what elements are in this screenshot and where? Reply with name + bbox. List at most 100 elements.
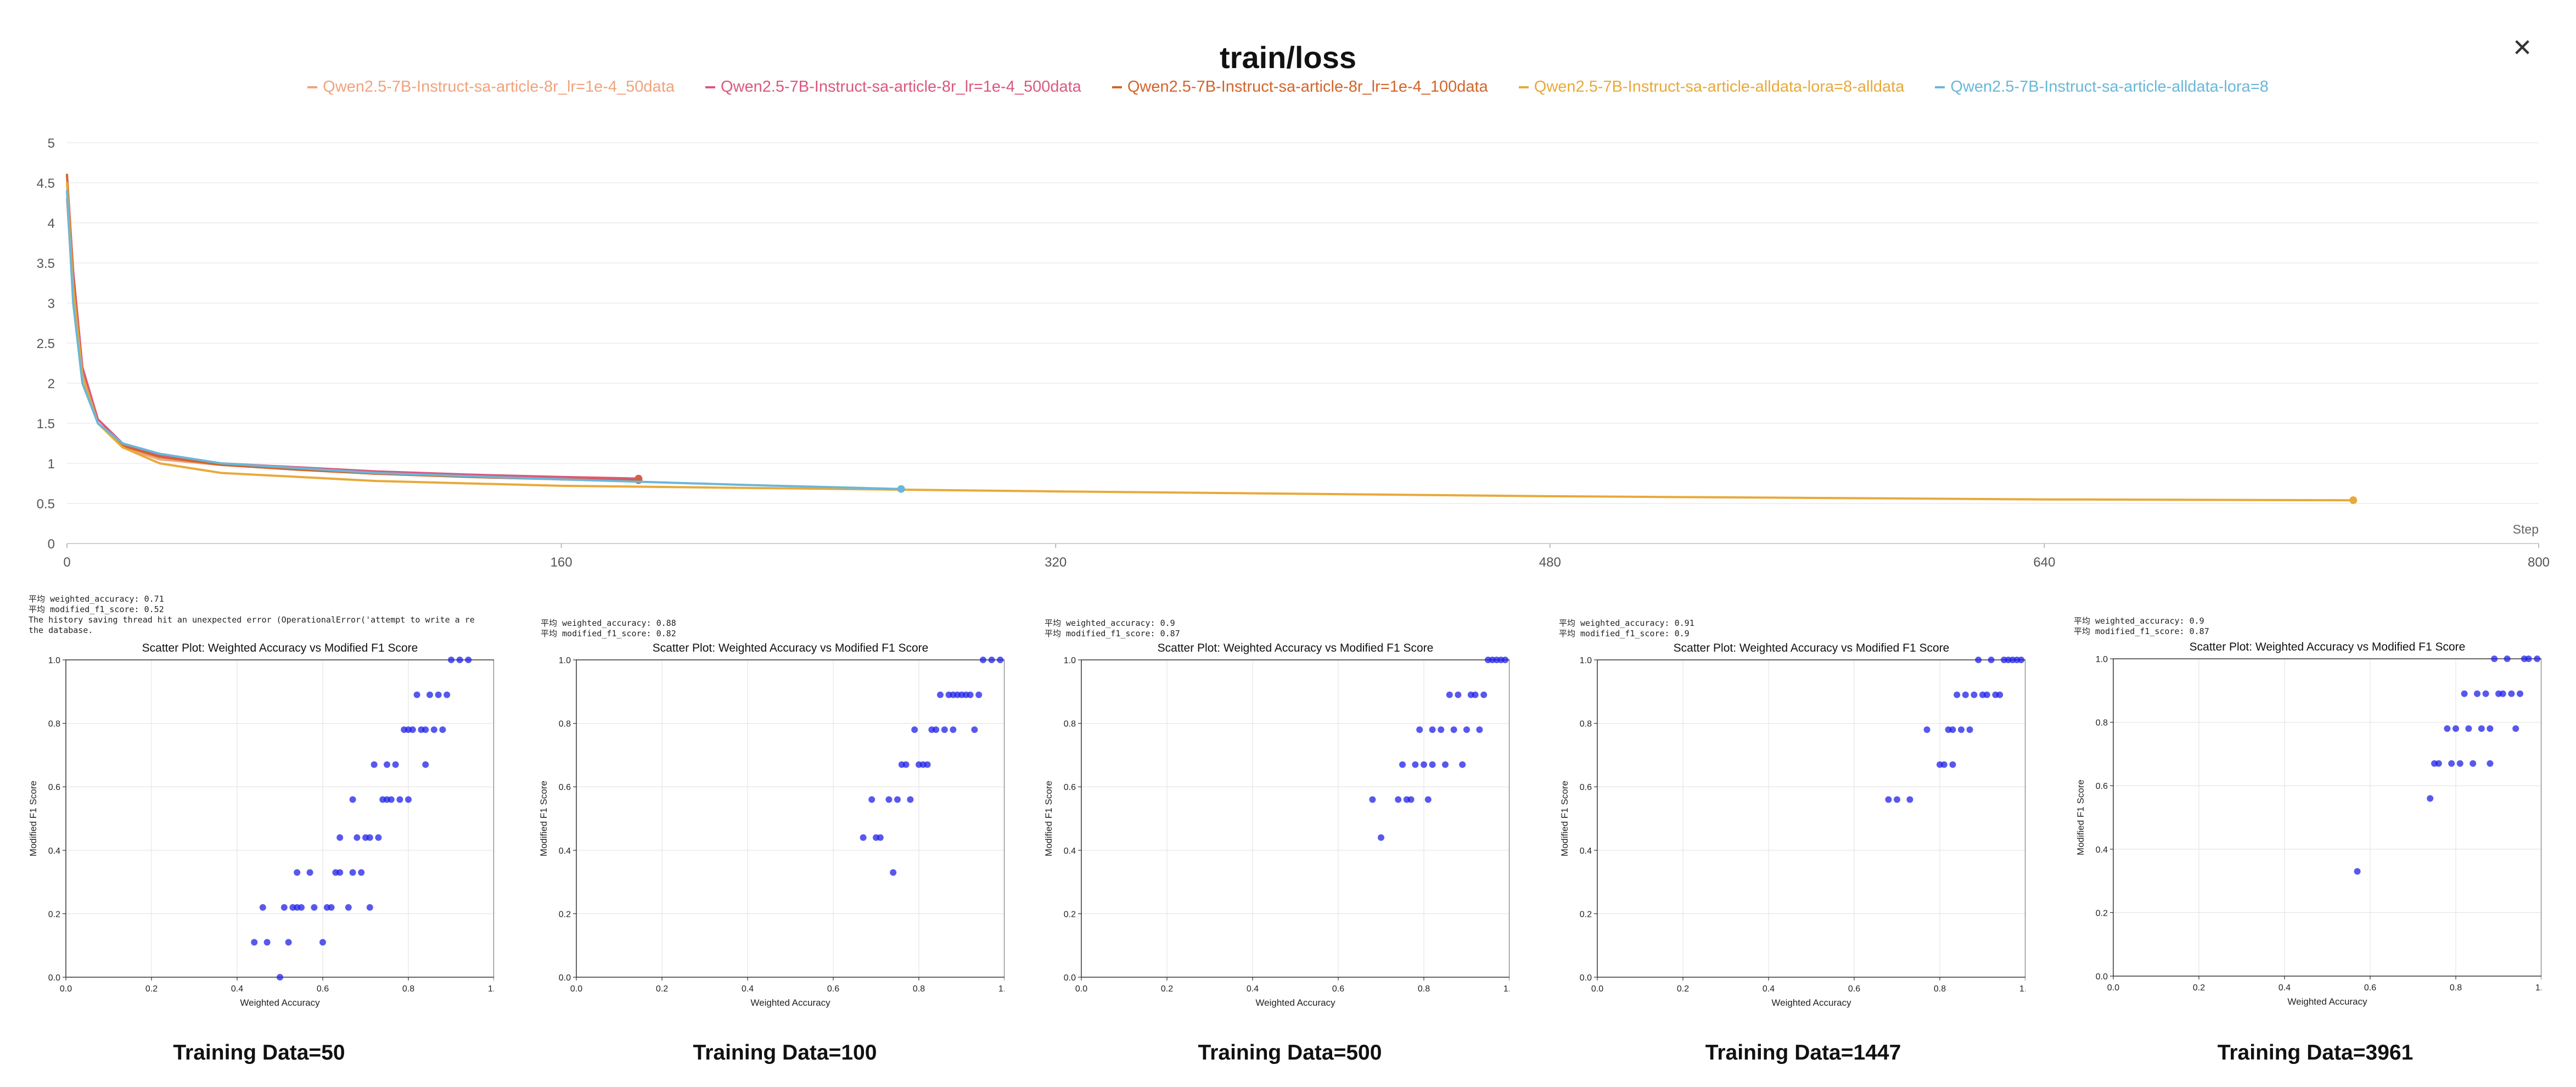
legend-label: Qwen2.5-7B-Instruct-sa-article-alldata-l… [1950,78,2269,96]
series-end-point [2349,496,2358,505]
scatter-point [2534,655,2541,662]
x-tick-label: 1.0 [1503,984,1509,994]
y-tick-label: 2.5 [37,337,55,351]
scatter-point [294,869,301,876]
scatter-point [1949,761,1956,768]
x-tick-label: 0.6 [827,984,839,994]
y-tick-label: 0.8 [2096,719,2108,728]
scatter-point [1983,691,1990,698]
legend-swatch [1112,86,1122,89]
scatter-point [2354,868,2361,875]
x-tick-label: 0.2 [656,984,668,994]
x-tick-label: 0.2 [2193,983,2205,993]
scatter-point [465,657,472,663]
legend-item[interactable]: Qwen2.5-7B-Instruct-sa-article-8r_lr=1e-… [1112,78,1488,96]
loss-series-line [66,189,902,490]
y-axis-label: Modified F1 Score [1559,781,1570,856]
scatter-point [349,796,356,803]
training-data-caption: Training Data=3961 [2217,1041,2414,1064]
x-axis-label: Step [2513,522,2539,536]
scatter-point [1378,834,1384,841]
stats-text: 平均 weighted_accuracy: 0.9 平均 modified_f1… [2074,616,2209,636]
scatter-point [448,657,454,663]
scatter-plot: Scatter Plot: Weighted Accuracy vs Modif… [538,642,1004,1008]
scatter-point [422,761,429,768]
close-icon[interactable]: ✕ [2512,35,2533,61]
scatter-point [1480,691,1488,698]
y-tick-label: 0.4 [559,847,571,856]
training-data-caption: Training Data=100 [693,1041,877,1064]
x-tick-label: 0.4 [1247,984,1259,994]
x-axis-label: Weighted Accuracy [2287,996,2367,1007]
y-tick-label: 3 [48,296,55,311]
legend-swatch [1518,86,1529,89]
x-tick-label: 0.4 [231,984,243,994]
x-axis-label: Weighted Accuracy [1771,998,1851,1008]
scatter-point [263,939,271,946]
y-axis-label: Modified F1 Score [1043,781,1054,856]
scatter-point [1424,796,1432,803]
scatter-point [911,726,918,733]
scatter-point [924,761,931,768]
y-tick-label: 3.5 [37,256,55,271]
scatter-point [251,939,258,946]
scatter-point [336,834,344,841]
scatter-title: Scatter Plot: Weighted Accuracy vs Modif… [1674,642,1950,654]
scatter-point [1421,761,1427,768]
scatter-point [1476,726,1483,733]
scatter-point [430,726,437,733]
legend: Qwen2.5-7B-Instruct-sa-article-8r_lr=1e-… [0,78,2576,96]
plot-frame [1081,659,1509,978]
y-tick-label: 0.6 [1580,783,1592,792]
scatter-point [2525,655,2532,662]
legend-label: Qwen2.5-7B-Instruct-sa-article-alldata-l… [1534,78,1905,96]
y-tick-label: 1.0 [2096,655,2108,664]
y-tick-label: 0.2 [2096,909,2108,918]
x-tick-label: 0.6 [1332,984,1344,994]
y-tick-label: 0.8 [1580,720,1592,729]
scatter-point [1923,726,1930,733]
y-tick-label: 0.8 [1064,720,1076,729]
y-tick-label: 0.2 [559,910,571,919]
scatter-point [2478,725,2485,732]
legend-item[interactable]: Qwen2.5-7B-Instruct-sa-article-alldata-l… [1518,78,1905,96]
scatter-point [2504,655,2511,662]
scatter-point [2456,760,2463,767]
scatter-point [1971,691,1978,698]
y-tick-label: 1.0 [48,656,60,665]
y-tick-label: 0.4 [2096,845,2108,855]
x-tick-label: 1.0 [488,984,494,994]
scatter-point [1412,761,1419,768]
plot-frame [65,659,494,978]
plot-frame [576,659,1004,978]
x-tick-label: 0.4 [2278,983,2291,993]
scatter-point [1940,761,1948,768]
scatter-point [336,869,344,876]
scatter-point [277,974,283,980]
scatter-point [396,796,403,803]
x-tick-label: 0.2 [1677,984,1689,994]
loss-series-line [66,198,640,481]
x-tick-label: 0.2 [145,984,158,994]
scatter-point [1975,657,1982,663]
scatter-point [1966,726,1973,733]
y-tick-label: 0.6 [1064,783,1076,792]
scatter-point [306,869,313,876]
scatter-point [2487,725,2494,732]
stats-text: 平均 weighted_accuracy: 0.88 平均 modified_f… [541,618,676,638]
scatter-point [2487,760,2494,767]
y-tick-label: 0.0 [1580,973,1592,983]
scatter-point [950,726,957,733]
scatter-point [860,834,867,841]
scatter-point [2499,690,2506,697]
scatter-point [1996,691,2003,698]
legend-item[interactable]: Qwen2.5-7B-Instruct-sa-article-8r_lr=1e-… [705,78,1081,96]
legend-item[interactable]: Qwen2.5-7B-Instruct-sa-article-8r_lr=1e-… [307,78,675,96]
scatter-point [1885,796,1892,803]
scatter-point [1463,726,1470,733]
chart-title: train/loss [1220,40,1356,75]
x-tick-label: 0.0 [2107,983,2119,993]
scatter-point [413,691,420,698]
y-tick-label: 0.4 [1064,847,1076,856]
legend-item[interactable]: Qwen2.5-7B-Instruct-sa-article-alldata-l… [1935,78,2269,96]
